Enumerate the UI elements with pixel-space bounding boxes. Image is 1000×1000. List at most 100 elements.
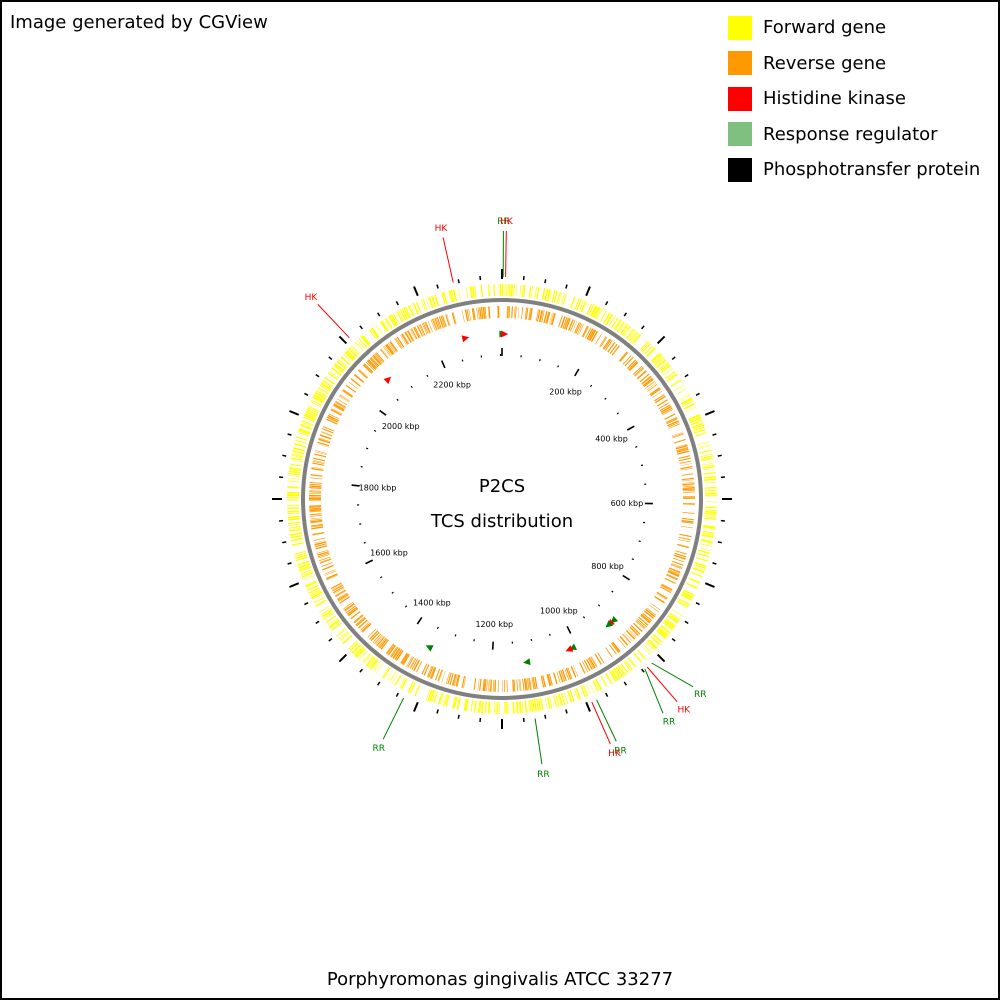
reverse-gene (427, 320, 433, 332)
outer-tick (656, 335, 666, 345)
forward-gene (363, 654, 372, 664)
outer-tick (289, 582, 300, 588)
forward-gene (356, 340, 366, 350)
reverse-gene (573, 665, 579, 677)
forward-gene (646, 347, 656, 357)
reverse-gene (358, 619, 368, 629)
reverse-gene (629, 361, 639, 371)
ruler-tick (622, 574, 631, 581)
reverse-gene (550, 312, 554, 325)
forward-gene (640, 342, 650, 352)
reverse-gene (667, 570, 680, 577)
reverse-gene (574, 322, 580, 334)
reverse-gene (546, 674, 551, 687)
center-subtitle: TCS distribution (430, 511, 573, 532)
reverse-gene (634, 367, 644, 376)
forward-gene (592, 680, 599, 692)
reverse-gene (506, 306, 508, 319)
reverse-gene (434, 317, 440, 330)
reverse-gene (314, 451, 327, 455)
reverse-gene (309, 509, 322, 512)
organism-name: Porphyromonas gingivalis ATCC 33277 (326, 969, 674, 990)
reverse-gene (383, 346, 391, 357)
forward-gene (287, 515, 300, 519)
callout-label: RR (497, 217, 510, 227)
forward-gene (289, 528, 302, 532)
forward-gene (608, 670, 617, 682)
forward-gene (505, 284, 507, 297)
reverse-gene (675, 444, 688, 450)
reverse-gene (681, 477, 694, 481)
outer-tick (712, 433, 717, 436)
reverse-gene (354, 615, 364, 624)
forward-gene (361, 335, 371, 346)
reverse-gene (612, 641, 621, 653)
reverse-gene (317, 443, 329, 448)
forward-gene (703, 524, 716, 528)
reverse-gene (328, 413, 340, 420)
reverse-gene (543, 311, 548, 324)
reverse-gene (322, 564, 334, 571)
reverse-gene (385, 344, 394, 355)
reverse-gene (541, 310, 545, 323)
callout-line (442, 237, 454, 283)
reverse-gene (679, 463, 692, 466)
reverse-gene (387, 644, 396, 655)
reverse-gene (578, 324, 584, 336)
outer-tick (695, 392, 700, 396)
forward-gene (516, 701, 519, 714)
reverse-gene (680, 468, 693, 471)
reverse-gene (637, 618, 647, 628)
reverse-gene (681, 520, 694, 523)
ruler-tick (461, 359, 464, 362)
reverse-gene (376, 636, 385, 647)
forward-gene (351, 644, 361, 654)
reverse-gene (309, 513, 322, 516)
ruler-label: 2000 kbp (382, 422, 420, 431)
forward-gene (679, 394, 691, 401)
outer-tick (359, 668, 363, 673)
reverse-gene (471, 308, 475, 321)
forward-gene (704, 509, 717, 512)
forward-gene (688, 414, 701, 421)
reverse-gene (358, 369, 369, 378)
tcs-marker (565, 645, 574, 652)
forward-gene (704, 486, 717, 489)
outer-tick (436, 709, 439, 714)
ruler-label: 400 kbp (595, 435, 628, 444)
reverse-gene (565, 318, 571, 330)
reverse-gene (309, 494, 321, 497)
forward-gene (657, 629, 668, 638)
reverse-gene (333, 586, 344, 594)
forward-gene (379, 321, 388, 332)
reverse-gene (315, 450, 327, 454)
forward-gene (659, 626, 669, 636)
reverse-gene (347, 607, 359, 617)
forward-gene (497, 702, 499, 714)
forward-gene-track (287, 284, 717, 714)
reverse-gene (449, 673, 454, 685)
reverse-gene (636, 619, 646, 629)
reverse-gene (664, 577, 676, 584)
reverse-gene (641, 375, 652, 385)
tcs-marker (605, 620, 614, 628)
forward-gene (689, 415, 701, 422)
reverse-gene (312, 461, 325, 464)
forward-gene (312, 396, 324, 404)
forward-gene (704, 478, 717, 481)
outer-tick (544, 714, 547, 719)
reverse-gene (634, 367, 645, 377)
forward-gene (354, 646, 364, 657)
reverse-gene (653, 394, 665, 402)
reverse-gene (656, 591, 668, 600)
forward-gene (653, 356, 664, 366)
forward-gene (667, 374, 678, 382)
reverse-gene (678, 536, 691, 540)
reverse-gene (673, 557, 685, 563)
reverse-gene (310, 521, 323, 524)
forward-gene (641, 646, 651, 656)
reverse-gene (540, 310, 544, 323)
reverse-gene (338, 395, 349, 403)
reverse-gene (394, 338, 402, 349)
forward-gene (704, 489, 717, 492)
